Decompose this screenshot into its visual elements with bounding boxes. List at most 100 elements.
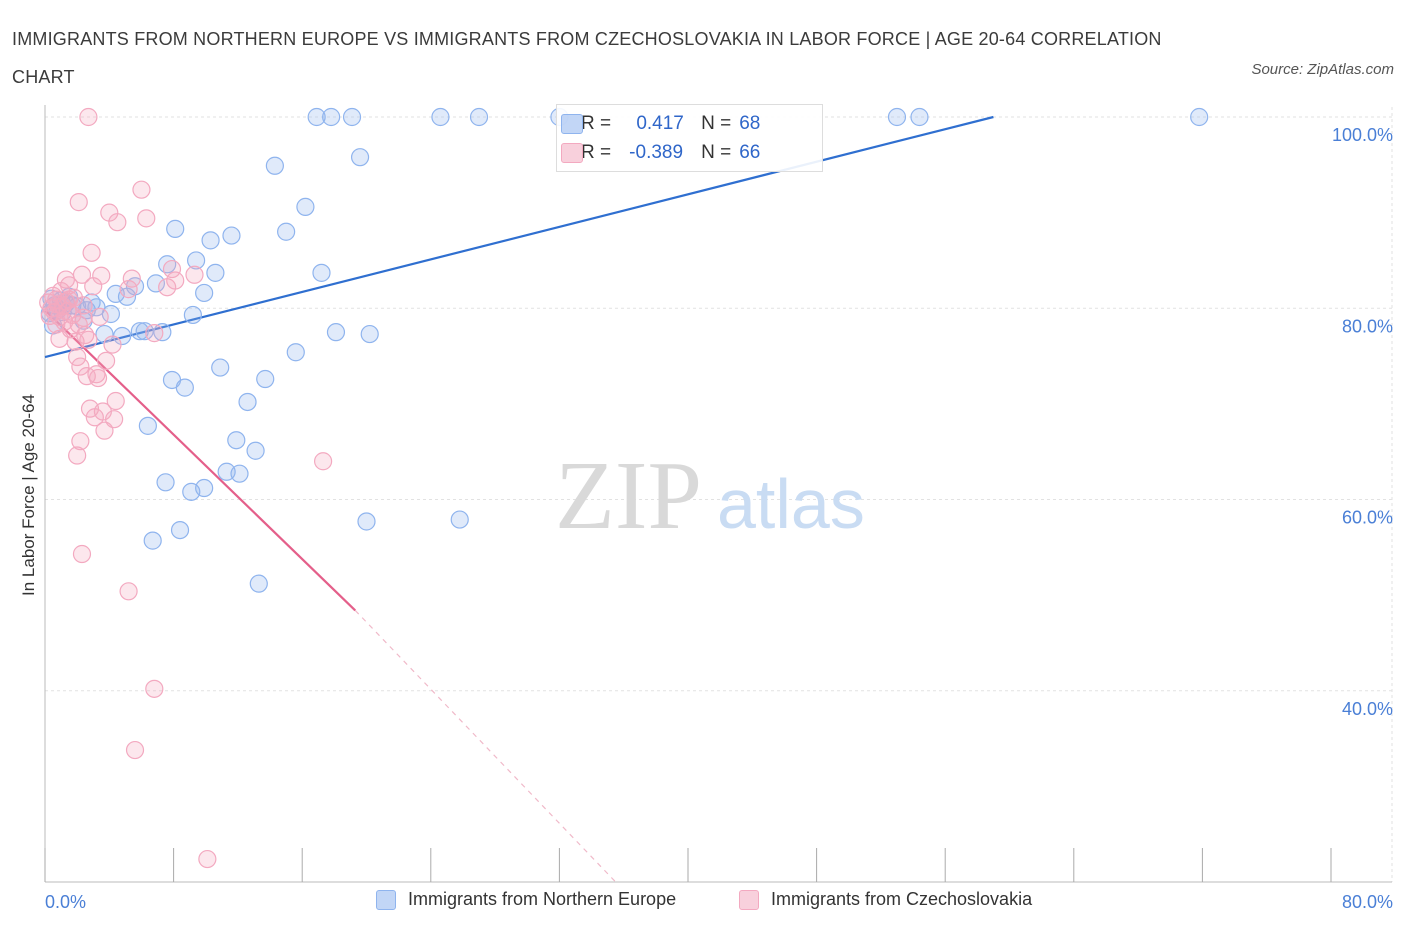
point-northern-europe — [156, 473, 175, 492]
point-czechoslovakia — [60, 290, 79, 309]
legend-item-northern-europe[interactable]: Immigrants from Northern Europe — [376, 889, 676, 910]
point-czechoslovakia — [92, 266, 111, 285]
point-czechoslovakia — [68, 347, 87, 367]
point-northern-europe — [187, 251, 206, 270]
point-northern-europe — [249, 574, 268, 593]
point-czechoslovakia — [137, 209, 156, 228]
point-northern-europe — [357, 512, 376, 531]
point-czechoslovakia — [119, 280, 138, 299]
stat-r-label: R = — [581, 142, 612, 163]
legend: Immigrants from Northern Europe Immigran… — [0, 889, 1406, 915]
point-czechoslovakia — [119, 582, 138, 601]
point-czechoslovakia — [79, 107, 98, 127]
stat-row-northern-europe: R = 0.417 N = 68 — [561, 109, 761, 139]
watermark: ZIP atlas — [555, 442, 865, 550]
point-czechoslovakia — [90, 307, 109, 326]
point-northern-europe — [138, 416, 157, 435]
y-tick-label: 60.0% — [1342, 508, 1393, 528]
stat-n-value: 66 — [739, 142, 761, 163]
y-tick-label: 100.0% — [1332, 125, 1393, 145]
point-northern-europe — [246, 441, 265, 460]
point-northern-europe — [469, 107, 489, 127]
legend-label: Immigrants from Czechoslovakia — [771, 889, 1033, 909]
point-northern-europe — [166, 219, 185, 238]
point-czechoslovakia — [74, 308, 93, 327]
point-czechoslovakia — [82, 243, 101, 262]
point-northern-europe — [143, 531, 162, 550]
point-northern-europe — [342, 107, 362, 127]
point-northern-europe — [238, 392, 257, 412]
point-czechoslovakia — [68, 446, 87, 465]
legend-swatch-northern-europe — [376, 889, 396, 910]
point-czechoslovakia — [47, 315, 66, 334]
point-northern-europe — [326, 323, 346, 342]
point-northern-europe — [322, 107, 341, 127]
point-czechoslovakia — [166, 271, 185, 290]
point-northern-europe — [222, 226, 241, 245]
point-czechoslovakia — [56, 270, 75, 289]
stat-r-value: 0.417 — [636, 113, 684, 134]
point-northern-europe — [146, 274, 166, 293]
point-northern-europe — [265, 156, 284, 175]
point-czechoslovakia — [103, 335, 122, 354]
legend-item-czechoslovakia[interactable]: Immigrants from Czechoslovakia — [739, 889, 1032, 910]
y-tick-label: 40.0% — [1342, 699, 1393, 719]
stat-n-value: 68 — [739, 113, 761, 134]
point-northern-europe — [175, 378, 194, 397]
point-czechoslovakia — [198, 849, 217, 869]
point-northern-europe — [910, 107, 929, 127]
x-tick-label: 80.0% — [1342, 892, 1393, 912]
point-northern-europe — [183, 305, 202, 325]
chart-title: IMMIGRANTS FROM NORTHERN EUROPE VS IMMIG… — [12, 29, 1162, 87]
point-northern-europe — [450, 510, 469, 529]
point-northern-europe — [227, 431, 246, 450]
point-northern-europe — [211, 358, 230, 377]
point-northern-europe — [431, 107, 450, 127]
stat-r-value: -0.389 — [629, 142, 684, 163]
y-axis-label: In Labor Force | Age 20-64 — [19, 394, 38, 596]
point-northern-europe — [206, 263, 225, 282]
point-czechoslovakia — [88, 368, 108, 388]
point-czechoslovakia — [125, 740, 145, 760]
trend-czechoslovakia-extension — [354, 610, 617, 883]
stat-swatch-northern-europe — [561, 114, 583, 134]
legend-label: Immigrants from Northern Europe — [408, 889, 677, 909]
point-czechoslovakia — [96, 351, 116, 370]
point-northern-europe — [195, 283, 214, 303]
point-northern-europe — [101, 304, 121, 324]
point-northern-europe — [296, 197, 315, 216]
stat-n-label: N = — [701, 142, 732, 163]
trend-lines — [44, 115, 994, 883]
point-czechoslovakia — [71, 432, 90, 451]
point-czechoslovakia — [72, 544, 92, 564]
point-czechoslovakia — [106, 391, 125, 411]
point-northern-europe — [1190, 107, 1209, 127]
point-czechoslovakia — [108, 213, 127, 232]
point-czechoslovakia — [50, 329, 69, 348]
axes — [44, 105, 1392, 883]
trend-czechoslovakia — [44, 309, 357, 612]
point-northern-europe — [350, 148, 370, 167]
stat-swatch-czechoslovakia — [561, 143, 583, 163]
point-northern-europe — [217, 462, 236, 481]
legend-swatch-czechoslovakia — [739, 889, 759, 910]
point-northern-europe — [360, 324, 379, 344]
point-czechoslovakia — [145, 324, 164, 343]
point-northern-europe — [130, 322, 149, 341]
point-northern-europe — [307, 107, 326, 127]
point-czechoslovakia — [313, 452, 333, 471]
stat-row-czechoslovakia: R = -0.389 N = 66 — [561, 138, 761, 168]
point-czechoslovakia — [162, 259, 182, 279]
tick-labels: 100.0% 80.0% 60.0% 40.0% 0.0% 80.0% — [45, 125, 1393, 912]
point-czechoslovakia — [79, 330, 98, 349]
point-czechoslovakia — [145, 679, 164, 698]
stat-n-label: N = — [701, 113, 732, 134]
point-northern-europe — [277, 222, 296, 241]
point-czechoslovakia — [105, 410, 124, 429]
source-label: Source: ZipAtlas.com — [1251, 61, 1394, 78]
y-tick-label: 80.0% — [1342, 316, 1393, 336]
point-northern-europe — [170, 520, 190, 540]
point-czechoslovakia — [71, 357, 90, 376]
trend-northern-europe — [44, 115, 994, 359]
